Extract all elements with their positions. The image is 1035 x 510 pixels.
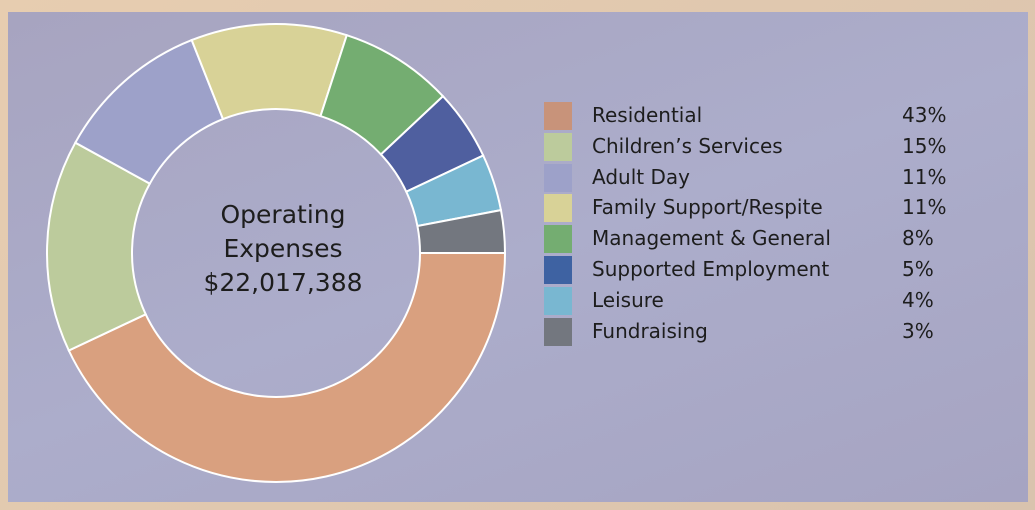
legend-swatch	[544, 194, 572, 223]
legend-label: Adult Day	[592, 164, 690, 189]
legend-swatch	[544, 255, 572, 284]
legend-percent: 11%	[902, 164, 947, 189]
donut-slice	[67, 252, 507, 483]
center-label-line-1: Operating	[220, 200, 346, 229]
chart-center-label: Operating Expenses $22,017,388	[188, 198, 378, 300]
legend-swatch	[544, 317, 572, 346]
legend-label: Children’s Services	[592, 133, 783, 158]
legend-swatch	[544, 225, 572, 254]
legend-label: Supported Employment	[592, 256, 830, 281]
legend-percent: 15%	[902, 133, 947, 158]
legend-label: Management & General	[592, 226, 831, 251]
legend-label: Fundraising	[592, 318, 708, 343]
legend-swatch	[544, 102, 572, 130]
donut-slice	[416, 208, 507, 254]
legend-percent: 11%	[902, 195, 947, 220]
center-label-line-2: Expenses	[223, 234, 343, 263]
legend-swatch	[544, 163, 572, 192]
legend-label: Residential	[592, 103, 703, 127]
legend-label: Family Support/Respite	[592, 195, 823, 220]
legend-swatch	[544, 286, 572, 315]
legend-percent: 43%	[902, 103, 947, 127]
legend-label: Leisure	[592, 287, 664, 312]
legend-percent: 5%	[902, 256, 934, 281]
legend-swatch	[544, 132, 572, 161]
legend-percent: 8%	[902, 226, 934, 251]
chart-panel: Operating Expenses $22,017,388 Residenti…	[8, 12, 1028, 502]
legend-percent: 4%	[902, 287, 934, 312]
legend-percent: 3%	[902, 318, 934, 343]
donut-chart	[46, 23, 507, 483]
center-label-total: $22,017,388	[203, 268, 363, 297]
